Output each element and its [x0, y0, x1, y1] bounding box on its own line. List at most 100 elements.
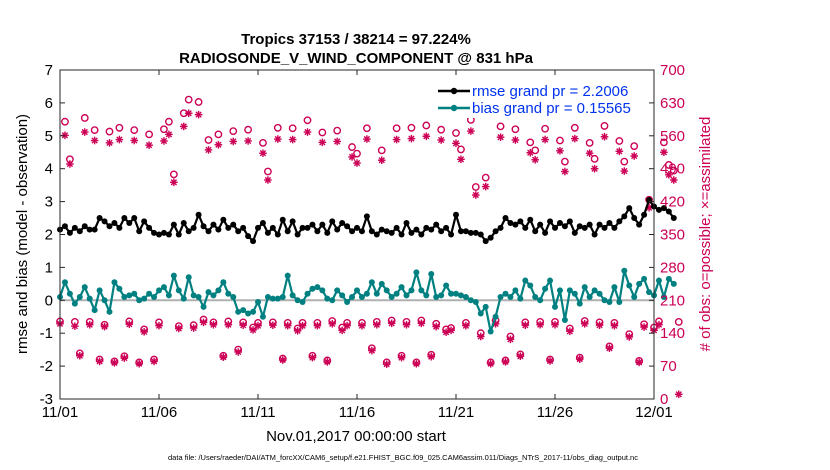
- bias-point: [121, 294, 128, 301]
- bias-point: [255, 298, 261, 305]
- assimilated-count-marker: [125, 320, 134, 329]
- rmse-point: [472, 229, 479, 236]
- bias-point: [259, 313, 266, 320]
- assimilated-count-marker: [595, 321, 604, 330]
- right-tick-label: 210: [660, 292, 685, 309]
- rmse-point: [156, 231, 162, 238]
- rmse-point: [591, 231, 598, 238]
- assimilated-count-marker: [511, 136, 520, 144]
- x-tick-label: 12/01: [635, 404, 673, 421]
- bias-point: [467, 297, 474, 304]
- rmse-point: [319, 221, 326, 228]
- left-tick-label: 7: [45, 62, 53, 79]
- bias-point: [443, 282, 450, 289]
- assimilated-count-marker: [427, 352, 436, 361]
- bias-point: [349, 294, 356, 301]
- bias-point: [205, 289, 212, 296]
- rmse-point: [299, 224, 306, 231]
- bias-point: [606, 298, 613, 305]
- assimilated-count-marker: [437, 136, 445, 144]
- rmse-point: [576, 223, 583, 230]
- assimilated-count-marker: [546, 357, 554, 365]
- rmse-point: [571, 229, 578, 236]
- assimilated-count-marker: [204, 146, 213, 154]
- bias-point: [591, 287, 598, 294]
- assimilated-count-marker: [229, 137, 238, 146]
- possible-count-marker: [541, 124, 549, 133]
- bias-point: [319, 287, 326, 294]
- bias-point: [527, 282, 534, 289]
- rmse-point: [165, 231, 172, 238]
- possible-count-marker: [377, 146, 386, 155]
- assimilated-count-marker: [179, 122, 188, 131]
- right-axis-label: # of obs: o=possible; ×=assimilated: [697, 117, 714, 352]
- assimilated-count-marker: [343, 321, 351, 330]
- bias-point: [462, 294, 469, 301]
- right-tick-label: 70: [660, 358, 677, 375]
- rmse-point: [586, 221, 593, 228]
- bias-point: [126, 292, 133, 299]
- rmse-point: [334, 226, 341, 233]
- possible-count-marker: [556, 136, 564, 145]
- assimilated-count-marker: [541, 135, 549, 144]
- assimilated-count-marker: [457, 155, 465, 164]
- assimilated-count-marker: [71, 322, 79, 330]
- bias-point: [388, 294, 395, 301]
- bias-point: [537, 297, 544, 304]
- assimilated-count-marker: [155, 321, 163, 330]
- possible-count-marker: [620, 157, 629, 166]
- left-tick-label: -3: [40, 391, 53, 408]
- rmse-point: [453, 211, 459, 218]
- assimilated-count-marker: [432, 322, 440, 331]
- assimilated-count-marker: [610, 321, 619, 330]
- bias-point: [264, 294, 271, 301]
- possible-count-marker: [570, 123, 579, 132]
- bias-point: [552, 303, 558, 310]
- chart-title: Tropics 37153 / 38214 = 97.224%: [241, 31, 471, 48]
- assimilated-count-marker: [551, 320, 559, 329]
- bias-point: [453, 290, 459, 297]
- rmse-point: [230, 221, 237, 228]
- bias-point: [101, 297, 108, 304]
- x-tick-label: 11/21: [438, 404, 474, 421]
- rmse-point: [324, 229, 331, 236]
- rmse-point: [76, 228, 83, 235]
- possible-count-marker: [259, 138, 267, 147]
- rmse-point: [116, 224, 123, 231]
- bias-point: [646, 289, 653, 296]
- rmse-point: [393, 224, 400, 231]
- rmse-point: [601, 224, 608, 231]
- assimilated-count-marker: [516, 352, 525, 361]
- assimilated-count-marker: [407, 134, 416, 143]
- bias-point: [378, 280, 385, 287]
- rmse-point: [126, 219, 133, 226]
- assimilated-count-marker: [269, 321, 277, 330]
- bias-point: [586, 294, 593, 301]
- bias-point: [492, 313, 499, 320]
- assimilated-count-marker: [387, 319, 396, 328]
- count-markers: [56, 95, 683, 399]
- left-tick-label: 4: [45, 161, 53, 178]
- bias-point: [507, 294, 514, 301]
- rmse-point: [462, 228, 469, 235]
- rmse-point: [596, 221, 603, 228]
- rmse-point: [180, 219, 187, 226]
- assimilated-count-marker: [625, 333, 634, 341]
- bias-point: [299, 298, 306, 305]
- rmse-point: [636, 221, 643, 228]
- rmse-point: [566, 218, 573, 225]
- rmse-point: [641, 211, 648, 218]
- rmse-point: [210, 221, 217, 228]
- right-axis-ticks: 0 70 140 210 280 350 420 490 560 630 700: [649, 62, 685, 408]
- bias-point: [576, 300, 583, 307]
- rmse-point: [235, 228, 242, 235]
- bias-point: [329, 297, 336, 304]
- possible-count-marker: [80, 114, 89, 122]
- possible-count-marker: [496, 122, 505, 131]
- bias-point: [542, 285, 549, 292]
- legend: rmse grand pr = 2.2006 bias grand pr = 0…: [436, 80, 649, 118]
- possible-count-marker: [452, 129, 460, 137]
- bias-point: [66, 290, 73, 297]
- x-tick-label: 11/16: [339, 404, 375, 421]
- rmse-point: [542, 229, 549, 236]
